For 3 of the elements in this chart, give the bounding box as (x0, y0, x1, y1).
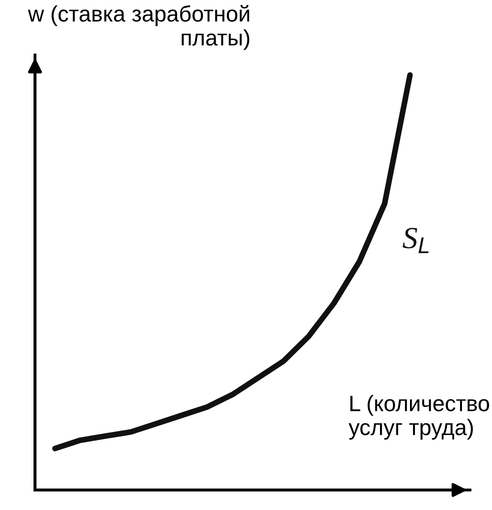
x-axis-title: L (количество услуг труда) (348, 395, 490, 440)
series-label: S$_{L}$ (402, 228, 429, 254)
y-axis-title: w (ставка заработной платы) (28, 5, 250, 50)
